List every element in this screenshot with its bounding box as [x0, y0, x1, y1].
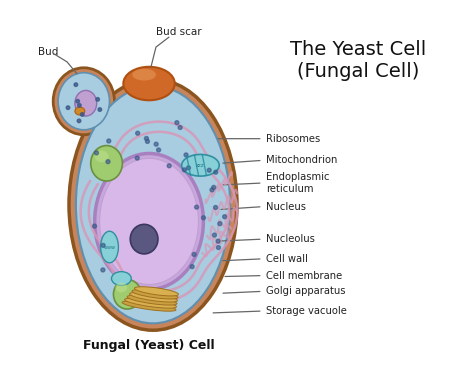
Circle shape: [107, 139, 111, 143]
Circle shape: [212, 186, 216, 189]
Circle shape: [101, 243, 105, 247]
Circle shape: [77, 119, 81, 123]
Circle shape: [182, 168, 186, 172]
Text: Bud scar: Bud scar: [156, 27, 201, 37]
Circle shape: [156, 148, 161, 152]
Text: Golgi apparatus: Golgi apparatus: [265, 286, 345, 296]
Ellipse shape: [113, 280, 141, 309]
Circle shape: [214, 206, 218, 209]
Circle shape: [167, 164, 171, 168]
Circle shape: [175, 121, 179, 125]
Ellipse shape: [130, 224, 158, 254]
Text: zzz: zzz: [196, 163, 205, 168]
Text: www: www: [103, 244, 116, 250]
Ellipse shape: [100, 231, 118, 263]
Circle shape: [184, 153, 188, 157]
Circle shape: [76, 100, 80, 103]
Ellipse shape: [182, 154, 219, 176]
Circle shape: [201, 216, 205, 220]
Circle shape: [210, 188, 214, 192]
Ellipse shape: [132, 69, 156, 81]
Circle shape: [135, 156, 139, 160]
Text: Cell wall: Cell wall: [265, 254, 308, 264]
Text: Nucleus: Nucleus: [265, 202, 306, 212]
Circle shape: [96, 98, 100, 101]
Ellipse shape: [69, 79, 237, 330]
Circle shape: [214, 170, 218, 174]
Ellipse shape: [76, 86, 230, 323]
Circle shape: [195, 205, 199, 209]
Circle shape: [178, 126, 182, 130]
Circle shape: [145, 137, 148, 141]
Ellipse shape: [111, 272, 131, 285]
Ellipse shape: [125, 298, 176, 308]
Ellipse shape: [91, 146, 122, 181]
Circle shape: [74, 83, 78, 86]
Circle shape: [154, 142, 158, 146]
Circle shape: [78, 104, 81, 107]
Circle shape: [94, 151, 99, 155]
Ellipse shape: [116, 283, 128, 292]
Ellipse shape: [122, 301, 176, 311]
Ellipse shape: [127, 295, 177, 305]
Circle shape: [136, 131, 140, 135]
Circle shape: [192, 253, 196, 257]
Text: Fungal (Yeast) Cell: Fungal (Yeast) Cell: [83, 339, 215, 352]
Circle shape: [98, 108, 101, 111]
Ellipse shape: [95, 153, 203, 290]
Ellipse shape: [53, 68, 114, 135]
Text: Bud: Bud: [38, 47, 59, 57]
Text: The Yeast Cell
(Fungal Cell): The Yeast Cell (Fungal Cell): [291, 40, 427, 81]
Circle shape: [190, 265, 194, 269]
Circle shape: [223, 215, 227, 219]
Circle shape: [186, 166, 191, 170]
Circle shape: [207, 168, 211, 172]
Circle shape: [66, 106, 70, 109]
Circle shape: [81, 113, 84, 116]
Ellipse shape: [58, 73, 109, 130]
Circle shape: [92, 224, 97, 228]
Ellipse shape: [100, 158, 199, 284]
Ellipse shape: [135, 287, 179, 296]
Text: Nucleolus: Nucleolus: [265, 234, 315, 244]
Text: Endoplasmic
reticulum: Endoplasmic reticulum: [265, 172, 329, 194]
Circle shape: [218, 222, 222, 226]
Text: Storage vacuole: Storage vacuole: [265, 306, 346, 316]
Text: Ribosomes: Ribosomes: [265, 134, 320, 144]
Circle shape: [146, 139, 149, 143]
Text: Cell membrane: Cell membrane: [265, 270, 342, 281]
Circle shape: [212, 233, 217, 237]
Circle shape: [216, 239, 220, 243]
Ellipse shape: [75, 90, 97, 116]
Circle shape: [217, 246, 220, 250]
Circle shape: [106, 160, 110, 164]
Text: Mitochondrion: Mitochondrion: [265, 155, 337, 165]
Ellipse shape: [123, 67, 175, 100]
Ellipse shape: [95, 150, 109, 162]
Circle shape: [101, 268, 105, 272]
Ellipse shape: [129, 292, 177, 302]
Ellipse shape: [75, 107, 85, 115]
Ellipse shape: [132, 290, 178, 299]
